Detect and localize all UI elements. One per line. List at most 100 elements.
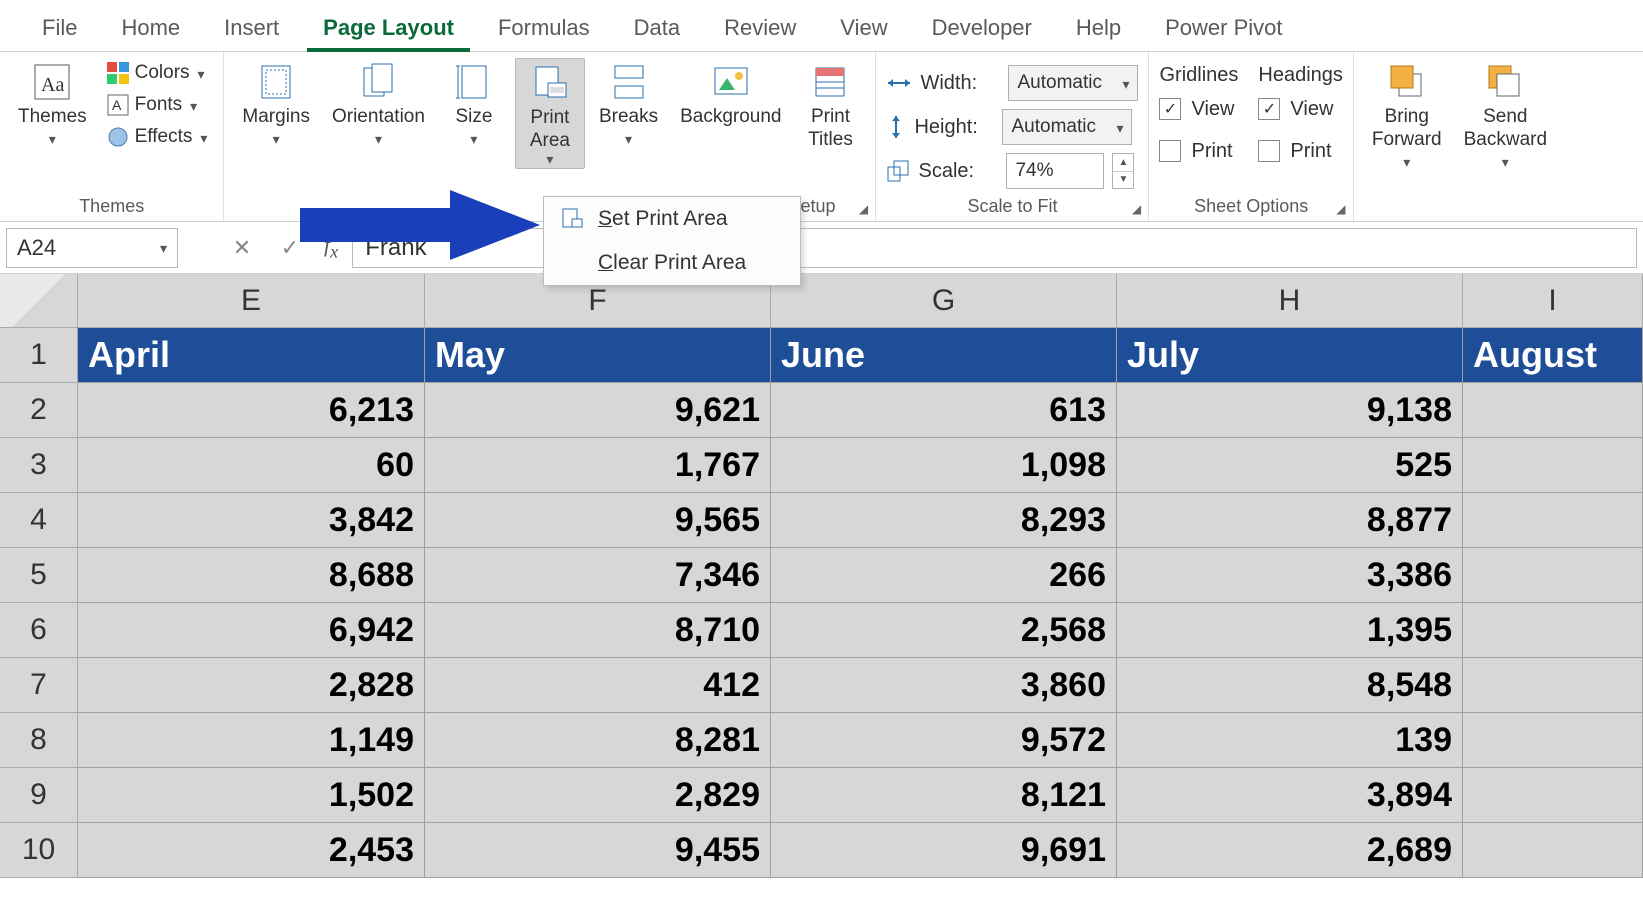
cell[interactable]: 8,281 <box>425 713 771 768</box>
cell[interactable]: 266 <box>771 548 1117 603</box>
cell[interactable]: May <box>425 328 771 383</box>
tab-power-pivot[interactable]: Power Pivot <box>1143 7 1304 51</box>
cell[interactable]: 412 <box>425 658 771 713</box>
row-header-10[interactable]: 10 <box>0 823 78 878</box>
name-box[interactable]: A24 ▾ <box>6 228 178 268</box>
cell[interactable] <box>1463 658 1643 713</box>
cell[interactable]: 8,121 <box>771 768 1117 823</box>
cell[interactable]: 2,828 <box>78 658 425 713</box>
print-titles-button[interactable]: Print Titles <box>795 58 865 152</box>
margins-button[interactable]: Margins ▾ <box>234 58 318 148</box>
cell[interactable] <box>1463 823 1643 878</box>
cell[interactable] <box>1463 603 1643 658</box>
menu-clear-print-area[interactable]: Clear Print Area <box>544 241 800 285</box>
scale-spinner[interactable]: ▲▼ <box>1112 153 1134 189</box>
cell[interactable]: 3,386 <box>1117 548 1463 603</box>
tab-help[interactable]: Help <box>1054 7 1143 51</box>
gridlines-view-checkbox[interactable]: ✓ <box>1159 98 1181 120</box>
cell[interactable]: 3,860 <box>771 658 1117 713</box>
cell[interactable]: 9,138 <box>1117 383 1463 438</box>
cell[interactable]: 9,621 <box>425 383 771 438</box>
cell[interactable]: 8,688 <box>78 548 425 603</box>
cell[interactable]: 6,213 <box>78 383 425 438</box>
headings-view-checkbox[interactable]: ✓ <box>1258 98 1280 120</box>
colors-button[interactable]: Colors▾ <box>101 58 214 88</box>
cell[interactable] <box>1463 383 1643 438</box>
cell[interactable]: 9,455 <box>425 823 771 878</box>
select-all-corner[interactable] <box>0 274 78 328</box>
cell[interactable]: 2,689 <box>1117 823 1463 878</box>
cell[interactable]: 1,767 <box>425 438 771 493</box>
cell[interactable]: 8,293 <box>771 493 1117 548</box>
gridlines-print-checkbox[interactable] <box>1159 140 1181 162</box>
col-header-H[interactable]: H <box>1117 274 1463 328</box>
cell[interactable]: 613 <box>771 383 1117 438</box>
cell[interactable]: 3,842 <box>78 493 425 548</box>
cell[interactable] <box>1463 493 1643 548</box>
cell[interactable]: 139 <box>1117 713 1463 768</box>
col-header-G[interactable]: G <box>771 274 1117 328</box>
cell[interactable]: 9,565 <box>425 493 771 548</box>
cell[interactable]: 7,346 <box>425 548 771 603</box>
cell[interactable] <box>1463 548 1643 603</box>
cell[interactable]: June <box>771 328 1117 383</box>
row-header-9[interactable]: 9 <box>0 768 78 823</box>
cell[interactable]: April <box>78 328 425 383</box>
cancel-formula-button[interactable]: ✕ <box>222 228 262 268</box>
cell[interactable]: 1,149 <box>78 713 425 768</box>
cell[interactable]: 3,894 <box>1117 768 1463 823</box>
cell[interactable]: 6,942 <box>78 603 425 658</box>
tab-data[interactable]: Data <box>612 7 702 51</box>
cell[interactable]: July <box>1117 328 1463 383</box>
tab-formulas[interactable]: Formulas <box>476 7 612 51</box>
sheet-dialog-launcher[interactable]: ◢ <box>1333 201 1349 217</box>
row-header-2[interactable]: 2 <box>0 383 78 438</box>
send-backward-button[interactable]: Send Backward ▾ <box>1456 58 1555 171</box>
cell[interactable]: 1,395 <box>1117 603 1463 658</box>
height-select[interactable]: Automatic▾ <box>1002 109 1132 145</box>
col-header-E[interactable]: E <box>78 274 425 328</box>
row-header-5[interactable]: 5 <box>0 548 78 603</box>
spinner-up-icon[interactable]: ▲ <box>1113 154 1133 172</box>
print-area-button[interactable]: Print Area ▾ <box>515 58 585 169</box>
themes-button[interactable]: Aa Themes ▾ <box>10 58 95 148</box>
tab-home[interactable]: Home <box>99 7 202 51</box>
tab-page-layout[interactable]: Page Layout <box>301 7 476 51</box>
tab-file[interactable]: File <box>20 7 99 51</box>
tab-insert[interactable]: Insert <box>202 7 301 51</box>
width-select[interactable]: Automatic▾ <box>1008 65 1138 101</box>
col-header-I[interactable]: I <box>1463 274 1643 328</box>
scale-dialog-launcher[interactable]: ◢ <box>1128 201 1144 217</box>
cell[interactable] <box>1463 713 1643 768</box>
row-header-7[interactable]: 7 <box>0 658 78 713</box>
cell[interactable]: 1,502 <box>78 768 425 823</box>
row-header-6[interactable]: 6 <box>0 603 78 658</box>
page-setup-dialog-launcher[interactable]: ◢ <box>855 201 871 217</box>
tab-developer[interactable]: Developer <box>910 7 1054 51</box>
cell[interactable]: August <box>1463 328 1643 383</box>
menu-set-print-area[interactable]: Set Print Area <box>544 197 800 241</box>
bring-forward-button[interactable]: Bring Forward ▾ <box>1364 58 1450 171</box>
cell[interactable]: 2,453 <box>78 823 425 878</box>
cell[interactable] <box>1463 768 1643 823</box>
cell[interactable]: 9,691 <box>771 823 1117 878</box>
headings-print-checkbox[interactable] <box>1258 140 1280 162</box>
background-button[interactable]: Background <box>672 58 789 129</box>
cell[interactable]: 1,098 <box>771 438 1117 493</box>
cell[interactable]: 8,710 <box>425 603 771 658</box>
orientation-button[interactable]: Orientation ▾ <box>324 58 433 148</box>
scale-input[interactable]: 74% <box>1006 153 1104 189</box>
effects-button[interactable]: Effects▾ <box>101 122 214 152</box>
cell[interactable]: 60 <box>78 438 425 493</box>
row-header-4[interactable]: 4 <box>0 493 78 548</box>
row-header-3[interactable]: 3 <box>0 438 78 493</box>
fonts-button[interactable]: A Fonts▾ <box>101 90 214 120</box>
cell[interactable]: 9,572 <box>771 713 1117 768</box>
cell[interactable]: 2,568 <box>771 603 1117 658</box>
cell[interactable]: 2,829 <box>425 768 771 823</box>
row-header-1[interactable]: 1 <box>0 328 78 383</box>
size-button[interactable]: Size ▾ <box>439 58 509 148</box>
breaks-button[interactable]: Breaks ▾ <box>591 58 666 148</box>
row-header-8[interactable]: 8 <box>0 713 78 768</box>
cell[interactable]: 8,877 <box>1117 493 1463 548</box>
